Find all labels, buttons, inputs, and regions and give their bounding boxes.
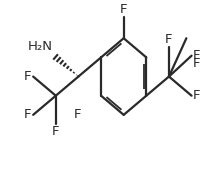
- Text: F: F: [120, 3, 127, 16]
- Text: F: F: [192, 57, 200, 70]
- Text: F: F: [52, 125, 60, 138]
- Text: F: F: [74, 108, 82, 121]
- Text: F: F: [165, 33, 173, 46]
- Text: F: F: [192, 49, 200, 62]
- Text: F: F: [24, 108, 31, 121]
- Text: F: F: [24, 70, 31, 83]
- Text: H₂N: H₂N: [27, 40, 52, 53]
- Text: F: F: [192, 89, 200, 102]
